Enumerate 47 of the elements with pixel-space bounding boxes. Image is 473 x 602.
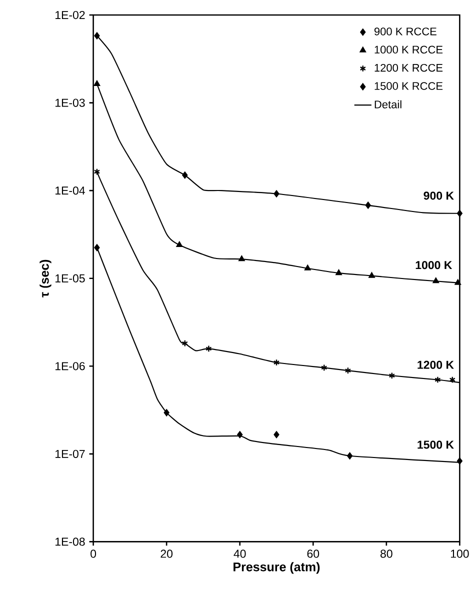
annotation: 1000 K bbox=[416, 261, 452, 270]
point bbox=[344, 367, 352, 374]
y-tick-label: 1E-06 bbox=[56, 362, 85, 370]
legend-label: 1200 K RCCE bbox=[374, 64, 443, 72]
point bbox=[365, 202, 371, 209]
point bbox=[304, 264, 311, 270]
point bbox=[206, 345, 212, 352]
point bbox=[449, 376, 456, 384]
y-axis-title: τ (sec) bbox=[40, 260, 52, 298]
point bbox=[164, 409, 170, 416]
point bbox=[388, 372, 396, 380]
point bbox=[94, 32, 100, 40]
y-tick-label: 1E-05 bbox=[56, 274, 85, 282]
legend-label: 900 K RCCE bbox=[374, 28, 436, 36]
point bbox=[182, 340, 188, 347]
point bbox=[368, 272, 375, 278]
point bbox=[434, 376, 441, 384]
y-tick-label: 1E-04 bbox=[56, 186, 85, 195]
point bbox=[321, 364, 328, 372]
point bbox=[274, 190, 280, 198]
annotation: 900 K bbox=[424, 192, 454, 200]
point bbox=[182, 172, 188, 179]
y-tick-label: 1E-02 bbox=[56, 10, 85, 20]
x-tick-label: 20 bbox=[160, 550, 173, 558]
point bbox=[432, 278, 439, 284]
annotation: 1200 K bbox=[418, 360, 454, 369]
point bbox=[94, 244, 100, 252]
x-axis-title: Pressure (atm) bbox=[234, 562, 320, 574]
legend-label: 1500 K RCCE bbox=[374, 82, 443, 90]
point bbox=[176, 241, 183, 248]
y-tick-label: 1E-07 bbox=[56, 450, 85, 458]
x-tick-label: 100 bbox=[450, 550, 469, 558]
x-tick-label: 60 bbox=[307, 550, 320, 558]
x-tick-label: 40 bbox=[234, 550, 246, 558]
point bbox=[347, 452, 353, 460]
point bbox=[238, 256, 245, 262]
annotation: 1500 K bbox=[418, 440, 454, 449]
y-tick-label: 1E-08 bbox=[56, 538, 85, 546]
point bbox=[274, 431, 280, 438]
x-tick-label: 80 bbox=[380, 550, 392, 558]
x-tick-label: 0 bbox=[90, 550, 96, 558]
y-tick-label: 1E-03 bbox=[56, 98, 85, 107]
point bbox=[94, 80, 100, 86]
legend-label: 1000 K RCCE bbox=[374, 46, 443, 54]
point bbox=[237, 431, 243, 438]
legend-label: Detail bbox=[374, 100, 402, 108]
point bbox=[273, 359, 280, 366]
